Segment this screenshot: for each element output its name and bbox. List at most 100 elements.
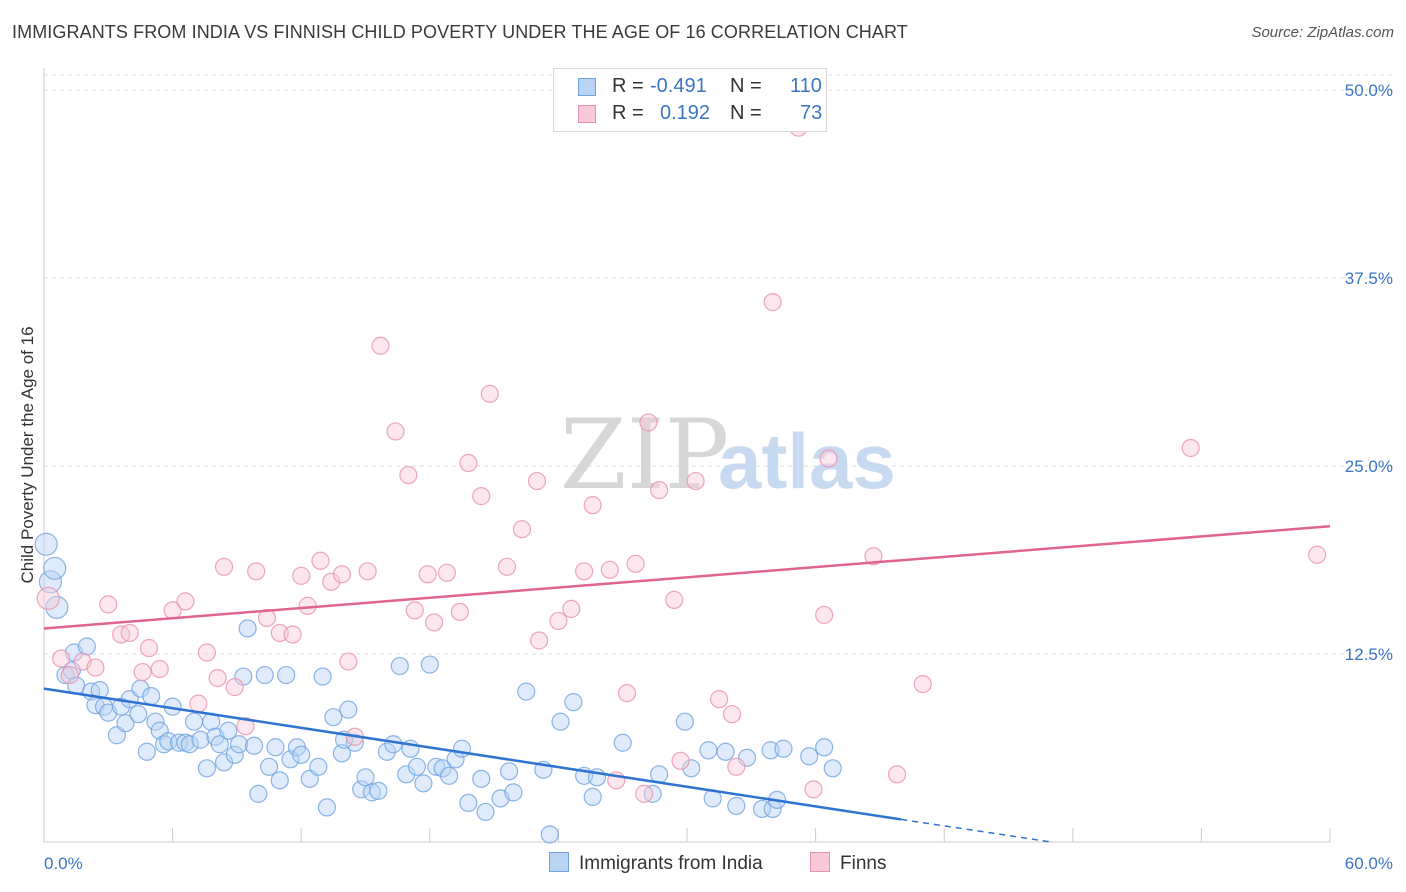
india-point <box>259 757 279 776</box>
india-point <box>191 730 210 749</box>
india-point <box>270 771 289 790</box>
finns-point <box>358 562 377 581</box>
y-tick-label: 37.5% <box>1345 269 1393 288</box>
india-point <box>45 595 69 620</box>
finns-point <box>1308 545 1327 564</box>
source-credit: Source: ZipAtlas.com <box>1251 24 1394 41</box>
india-point <box>727 796 746 816</box>
finns-point <box>686 471 705 491</box>
finns-point <box>575 562 594 581</box>
y-tick-label: 50.0% <box>1345 81 1393 100</box>
india-point <box>675 712 694 731</box>
india-point <box>277 665 296 685</box>
finns-point <box>804 780 823 799</box>
india-point <box>142 687 161 706</box>
india-point <box>407 757 427 776</box>
stats-legend: R = -0.491 N = 110 R = 0.192 N = 73 <box>553 68 827 132</box>
india-point <box>317 798 337 817</box>
legend-r-value: -0.491 <box>650 75 707 97</box>
india-point <box>137 742 156 761</box>
india-point <box>356 768 375 787</box>
legend-r-label: R = <box>612 102 644 124</box>
finns-point <box>727 757 746 776</box>
finns-point <box>665 590 684 609</box>
india-point <box>459 793 478 813</box>
x-tick-label-max: 60.0% <box>1345 854 1393 873</box>
finns-point <box>150 659 169 679</box>
bottom-legend-label-india: Immigrants from India <box>579 853 763 874</box>
finns-point <box>530 631 549 650</box>
finns-point <box>722 705 742 724</box>
india-point <box>77 637 96 656</box>
finns-point <box>236 717 255 736</box>
india-point <box>716 742 735 761</box>
finns-point <box>887 765 907 784</box>
finns-point <box>626 554 645 573</box>
india-point <box>116 714 135 733</box>
finns-point <box>617 684 637 703</box>
finns-point <box>283 625 302 644</box>
india-point <box>197 759 216 778</box>
finns-point <box>99 595 118 614</box>
india-point <box>214 753 234 772</box>
india-point <box>439 766 459 785</box>
india-point <box>427 757 446 776</box>
india-point <box>476 802 495 822</box>
finns-point <box>635 784 654 803</box>
india-point <box>324 708 343 727</box>
finns-point <box>527 471 547 491</box>
finns-point <box>710 690 729 709</box>
finns-point <box>583 496 602 515</box>
grid-lines <box>44 74 1395 655</box>
finns-point <box>386 422 405 441</box>
finns-point <box>60 665 79 685</box>
finns-point <box>399 465 418 485</box>
india-point <box>377 742 397 761</box>
finns-point <box>815 605 834 625</box>
india-trend-extension <box>901 818 1052 843</box>
legend-n-label: N = <box>730 75 762 97</box>
finns-point <box>36 586 60 610</box>
india-point <box>414 774 433 793</box>
legend-swatch-india <box>578 78 596 96</box>
india-point <box>433 759 452 778</box>
finns-point <box>600 560 619 579</box>
finns-point <box>562 599 581 619</box>
y-tick-label: 12.5% <box>1345 645 1393 664</box>
bottom-legend-swatch-finns <box>810 852 830 872</box>
finns-point <box>86 658 105 677</box>
finns-point <box>139 638 159 658</box>
india-point <box>219 721 238 740</box>
india-point <box>369 781 388 800</box>
india-point <box>420 655 439 674</box>
india-point <box>309 757 328 776</box>
watermark-atlas: atlas <box>718 417 896 505</box>
india-point <box>313 667 332 686</box>
y-tick-label: 25.0% <box>1345 457 1393 476</box>
india-point <box>34 532 58 556</box>
india-point <box>504 783 523 802</box>
legend-r-value: 0.192 <box>660 102 711 124</box>
trend-lines <box>43 524 1331 843</box>
india-point <box>292 745 311 764</box>
india-trend-line <box>43 687 902 821</box>
india-point <box>249 784 268 803</box>
legend-n-value: 73 <box>800 102 823 124</box>
finns-point <box>197 643 216 662</box>
india-point <box>800 747 819 766</box>
india-point <box>823 759 842 778</box>
legend-n-value: 110 <box>790 75 822 97</box>
finns-point <box>459 453 478 473</box>
finns-point <box>671 751 690 770</box>
india-point <box>551 712 570 731</box>
india-point <box>255 665 274 685</box>
finns-point <box>257 608 277 628</box>
india-point <box>146 712 165 731</box>
india-point <box>500 762 519 781</box>
india-point <box>472 769 491 788</box>
finns-point <box>311 551 330 570</box>
india-point <box>517 682 536 701</box>
watermark-zip: ZIP <box>560 399 729 511</box>
india-point <box>752 799 772 819</box>
finns-point <box>176 592 195 611</box>
